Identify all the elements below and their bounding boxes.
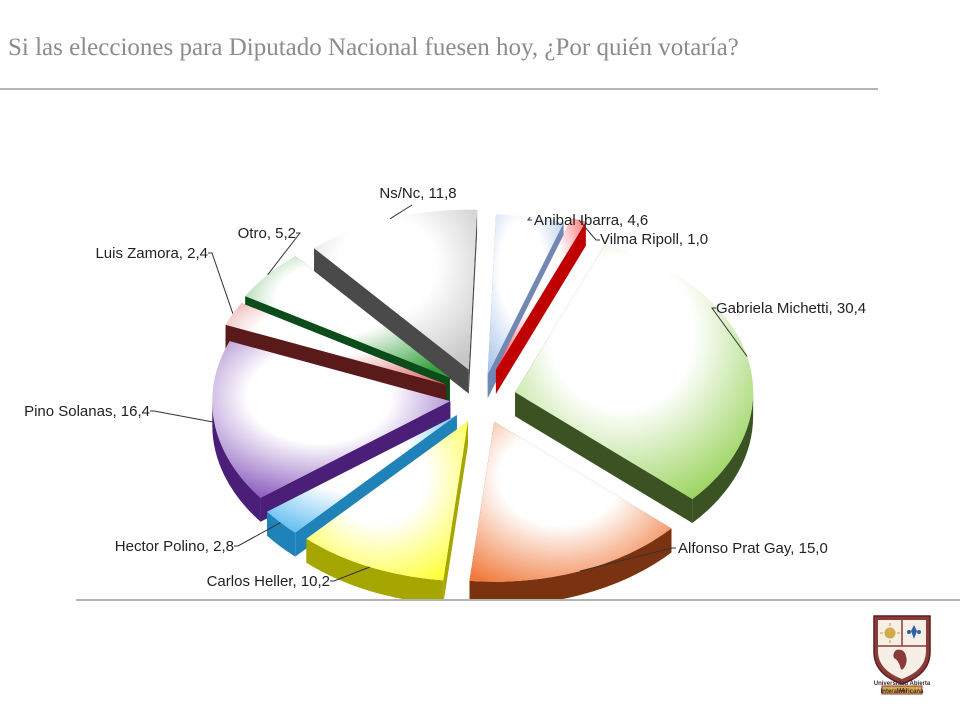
slice-gabriela-michetti — [515, 244, 754, 500]
slice-otro — [245, 256, 450, 378]
data-label-anibal-ibarra: Anibal Ibarra, 4,6 — [534, 212, 648, 229]
data-label-hector-polino: Hector Polino, 2,8 — [115, 538, 234, 555]
slice-pino-solanas — [212, 341, 451, 498]
leader-line-pino-solanas — [150, 410, 215, 423]
slice-vilma-ripoll — [495, 218, 586, 370]
leader-line-carlos-heller — [330, 566, 370, 582]
leader-line-ns-nc — [389, 204, 413, 220]
leader-line-luis-zamora — [208, 252, 234, 314]
slide-title: Si las elecciones para Diputado Nacional… — [8, 34, 739, 61]
slice-alfonso-prat-gay — [469, 421, 672, 582]
footer-divider — [76, 599, 960, 601]
pie-chart: Anibal Ibarra, 4,6 Vilma Ripoll, 1,0 Gabri… — [24, 185, 866, 600]
title-divider — [0, 88, 878, 90]
slice-carlos-heller — [306, 421, 468, 581]
data-label-alfonso-prat-gay: Alfonso Prat Gay, 15,0 — [678, 540, 828, 557]
data-label-luis-zamora: Luis Zamora, 2,4 — [95, 245, 208, 262]
data-label-carlos-heller: Carlos Heller, 10,2 — [207, 573, 330, 590]
leader-line-otro — [267, 232, 302, 276]
data-label-otro: Otro, 5,2 — [238, 225, 296, 242]
leader-line-alfonso-prat-gay — [579, 547, 676, 572]
university-crest-logo: UAI — [873, 615, 931, 695]
slice-anibal-ibarra — [487, 214, 564, 375]
data-label-vilma-ripoll: Vilma Ripoll, 1,0 — [600, 231, 708, 248]
leader-line-gabriela-michetti — [711, 307, 748, 357]
data-label-pino-solanas: Pino Solanas, 16,4 — [24, 403, 150, 420]
slice-ns-nc — [314, 209, 478, 370]
leader-line-anibal-ibarra — [527, 216, 532, 221]
leader-line-vilma-ripoll — [578, 219, 600, 241]
svg-text:UAI: UAI — [897, 689, 908, 695]
slice-side-ns-nc — [314, 209, 478, 394]
logo-text-line2: Interamericana — [880, 689, 924, 695]
slice-hector-polino — [267, 415, 457, 533]
data-label-gabriela-michetti: Gabriela Michetti, 30,4 — [716, 300, 866, 317]
data-label-ns-nc: Ns/Nc, 11,8 — [379, 185, 456, 202]
logo-text-line1: Universidad Abierta — [873, 681, 931, 687]
leader-line-hector-polino — [234, 522, 281, 547]
slice-luis-zamora — [225, 303, 447, 385]
